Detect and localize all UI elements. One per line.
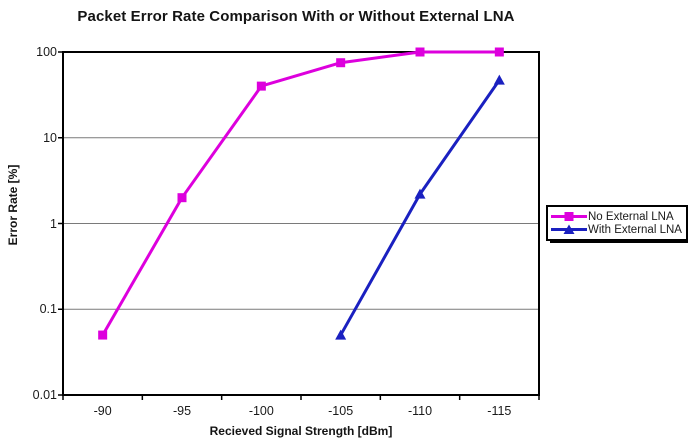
legend-items: No External LNA With External LNA [551,210,682,236]
x-tick-label: -95 [172,404,192,418]
y-tick-label: 100 [36,45,57,59]
square-marker-icon [336,58,346,68]
x-tick-label: -110 [407,404,433,418]
x-tick-label: -105 [328,404,354,418]
legend-sample-0 [551,212,587,221]
y-tick-label: 0.1 [39,302,57,317]
x-tick-label: -100 [248,404,274,418]
series-line-1 [339,79,501,336]
y-tick-label: 1 [50,216,57,231]
legend: No External LNA With External LNA [546,205,688,241]
square-marker-icon [564,212,574,221]
square-marker-icon [177,193,187,203]
square-marker-icon [98,330,108,340]
y-tick-label: 0.01 [32,388,57,402]
chart-title: Packet Error Rate Comparison With or Wit… [77,8,515,25]
legend-label: With External LNA [588,223,682,236]
square-marker-icon [256,81,266,91]
legend-label: No External LNA [588,210,674,223]
y-tick-label: 10 [43,130,57,145]
legend-item-1: With External LNA [551,223,682,236]
legend-item-0: No External LNA [551,210,682,223]
x-axis-title: Recieved Signal Strength [dBm] [209,424,393,438]
x-tick-label: -90 [93,404,112,418]
triangle-marker-icon [335,329,347,340]
triangle-marker-icon [414,188,426,199]
legend-sample-1 [551,224,587,234]
triangle-marker-icon [563,224,575,234]
series-line-0 [101,50,500,336]
square-marker-icon [494,47,504,57]
x-tick-label: -115 [487,404,512,418]
square-marker-icon [415,47,425,57]
triangle-marker-icon [493,74,505,85]
